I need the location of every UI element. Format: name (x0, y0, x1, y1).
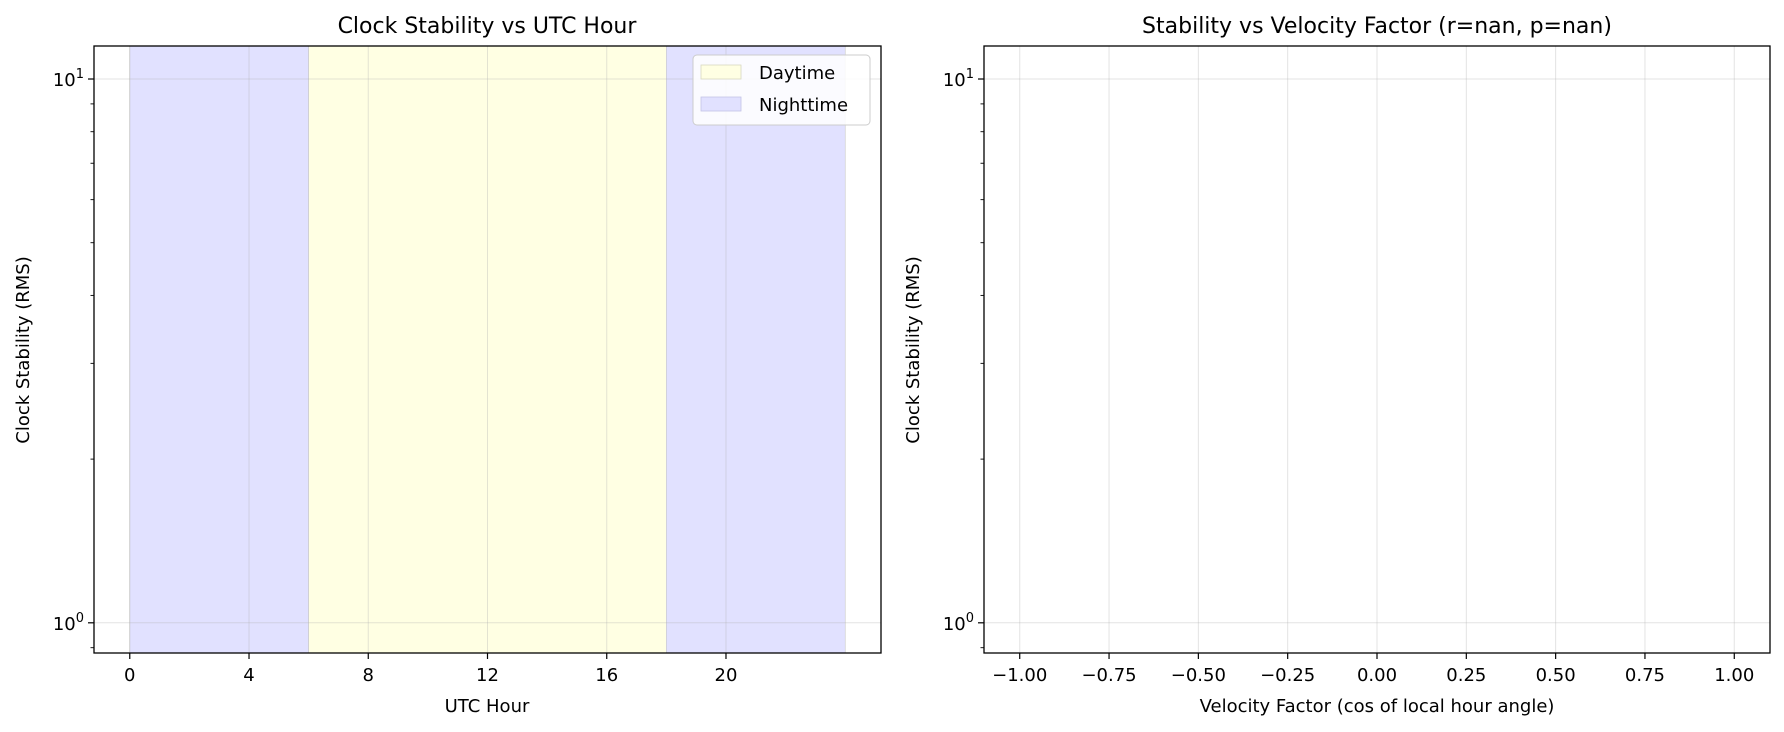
x-axis-label: UTC Hour (445, 696, 530, 717)
x-tick-label: −0.50 (1171, 665, 1226, 686)
x-tick-label: 0.50 (1536, 665, 1576, 686)
y-axis-ticks: 100 101 (53, 67, 94, 649)
x-tick-label: 1.00 (1714, 665, 1754, 686)
shaded-spans (129, 45, 846, 654)
chart-utc-hour: 0 4 8 12 16 20 100 101 Clock Stability vs UTC … (13, 14, 882, 717)
x-tick-label: 12 (476, 665, 499, 686)
y-tick-label: 100 (943, 611, 974, 635)
x-axis-label: Velocity Factor (cos of local hour angle… (1200, 696, 1555, 717)
chart-title: Clock Stability vs UTC Hour (338, 14, 638, 39)
x-tick-label: 0.75 (1625, 665, 1665, 686)
y-tick-label: 100 (53, 611, 84, 635)
legend: Daytime Nighttime (692, 54, 871, 126)
legend-swatch-daytime (700, 64, 742, 80)
x-tick-label: 0 (124, 665, 135, 686)
x-tick-label: −0.75 (1081, 665, 1136, 686)
legend-swatch-nighttime (700, 96, 742, 112)
x-tick-label: 8 (363, 665, 374, 686)
y-axis-label: Clock Stability (RMS) (13, 256, 34, 444)
y-axis-ticks: 100 101 (943, 67, 984, 649)
x-axis-ticks: −1.00 −0.75 −0.50 −0.25 0.00 0.25 0.50 0.75 1.00 (992, 653, 1754, 686)
x-tick-label: 20 (715, 665, 738, 686)
grid-lines (94, 46, 881, 653)
legend-label-nighttime: Nighttime (759, 95, 848, 116)
y-tick-label: 101 (943, 67, 974, 91)
x-axis-ticks: 0 4 8 12 16 20 (124, 653, 737, 686)
span-nighttime-2 (666, 45, 846, 654)
x-tick-label: −1.00 (992, 665, 1047, 686)
y-tick-label: 101 (53, 67, 84, 91)
legend-label-daytime: Daytime (759, 63, 835, 84)
x-tick-label: 4 (243, 665, 254, 686)
x-tick-label: 16 (595, 665, 618, 686)
span-daytime-1 (308, 45, 667, 654)
grid-lines (984, 46, 1770, 653)
x-tick-label: −0.25 (1260, 665, 1315, 686)
x-tick-label: 0.00 (1357, 665, 1397, 686)
chart-title: Stability vs Velocity Factor (r=nan, p=n… (1142, 14, 1612, 39)
span-nighttime-0 (129, 45, 309, 654)
y-axis-label: Clock Stability (RMS) (903, 256, 924, 444)
chart-velocity-factor: −1.00 −0.75 −0.50 −0.25 0.00 0.25 0.50 0.75 1.00… (903, 14, 1771, 717)
x-tick-label: 0.25 (1446, 665, 1486, 686)
